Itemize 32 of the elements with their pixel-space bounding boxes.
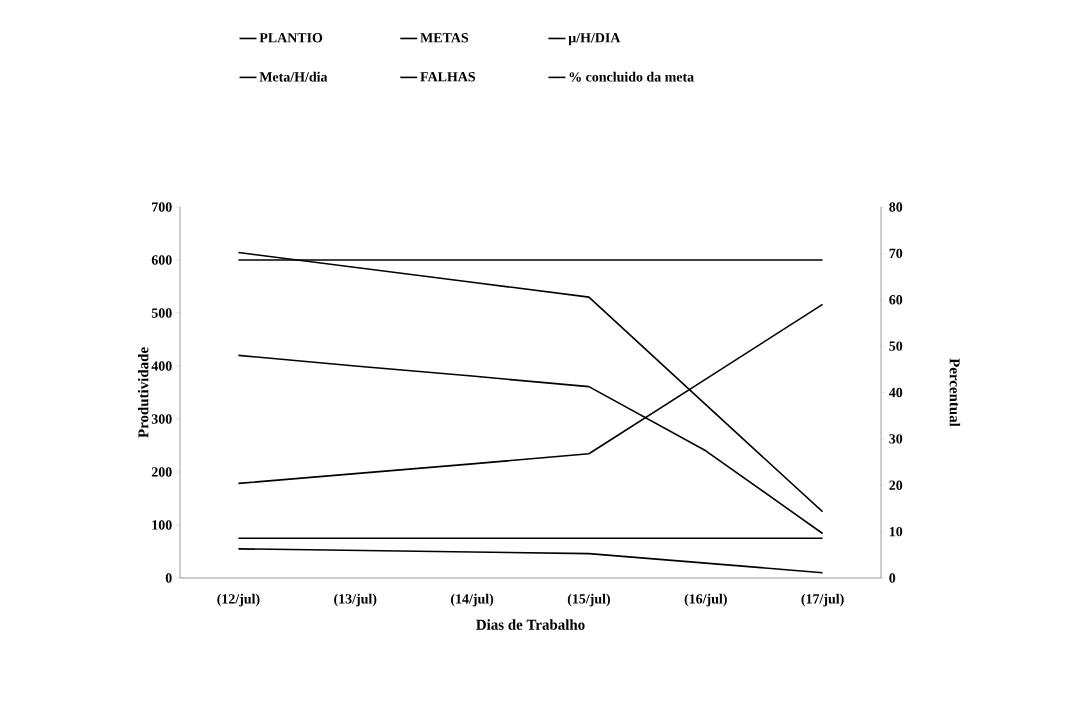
legend-label: Meta/H/dia bbox=[259, 71, 328, 82]
y2-tick-label: 30 bbox=[889, 434, 903, 444]
y-tick-label: 100 bbox=[152, 520, 172, 530]
legend-label: METAS bbox=[420, 33, 469, 43]
y-tick-label: 400 bbox=[151, 361, 172, 371]
y2-tick-label: 50 bbox=[889, 341, 903, 351]
y2-tick-label: 10 bbox=[889, 526, 903, 537]
x-tick-label: (12/jul) bbox=[217, 593, 260, 607]
y-tick-label: 300 bbox=[151, 414, 172, 424]
y2-axis-title: Percentual bbox=[949, 358, 961, 427]
x-tick-label: (17/jul) bbox=[801, 593, 844, 607]
legend-label: PLANTIO bbox=[259, 33, 323, 43]
legend-label: µ/H/DIA bbox=[568, 33, 621, 46]
x-axis-title: Dias de Trabalho bbox=[476, 619, 585, 630]
x-tick-label: (15/jul) bbox=[567, 593, 611, 607]
y-tick-label: 600 bbox=[151, 255, 172, 265]
y2-tick-label: 60 bbox=[889, 295, 903, 305]
y2-tick-label: 70 bbox=[889, 248, 903, 259]
x-tick-label: (16/jul) bbox=[684, 593, 727, 607]
y2-tick-label: 20 bbox=[889, 480, 903, 490]
y2-tick-label: 80 bbox=[889, 202, 903, 212]
y2-tick-label: 0 bbox=[889, 573, 896, 583]
x-tick-label: (13/jul) bbox=[334, 593, 377, 607]
y-tick-label: 500 bbox=[151, 308, 172, 318]
y2-tick-label: 40 bbox=[888, 387, 903, 398]
y-tick-label: 0 bbox=[165, 573, 172, 583]
y-tick-label: 200 bbox=[151, 467, 172, 477]
x-tick-label: (14/jul) bbox=[451, 593, 494, 607]
y-axis-title: Produtividade bbox=[137, 347, 149, 438]
y-tick-label: 700 bbox=[152, 202, 172, 212]
legend-label: FALHAS bbox=[420, 72, 476, 82]
legend-label: % concluido da meta bbox=[569, 71, 694, 82]
